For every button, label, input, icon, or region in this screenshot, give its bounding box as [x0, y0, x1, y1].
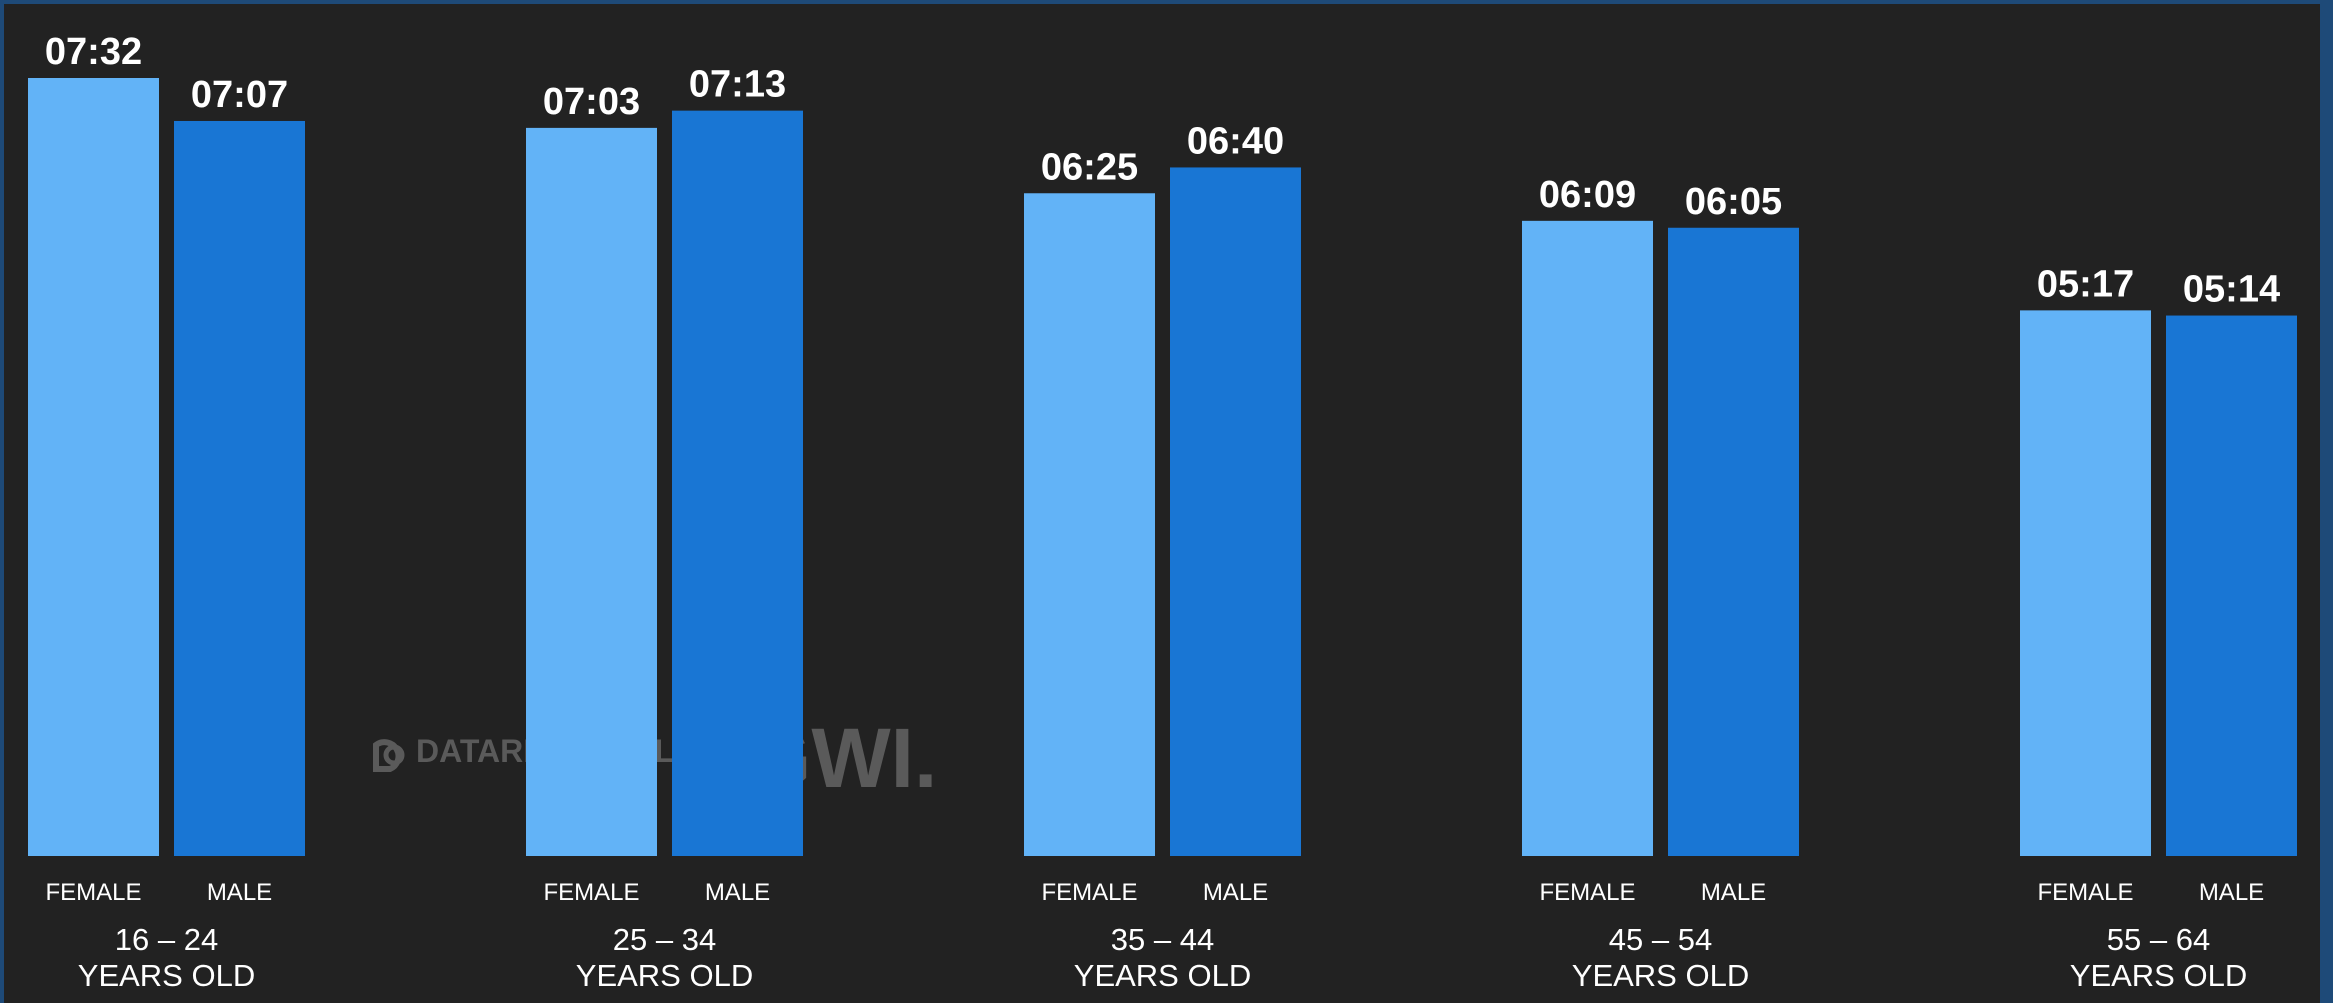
series-label-female-2: FEMALE	[543, 879, 639, 906]
category-suffix-2: YEARS OLD	[576, 958, 753, 993]
data-label-female-5: 05:17	[2037, 263, 2134, 305]
bar-male-1	[174, 120, 305, 856]
series-label-female-3: FEMALE	[1041, 879, 1137, 906]
bar-male-3	[1170, 167, 1301, 857]
series-label-male-5: MALE	[2199, 879, 2264, 906]
data-label-female-3: 06:25	[1041, 146, 1138, 188]
category-label-2: 25 – 34	[613, 922, 716, 957]
data-label-female-4: 06:09	[1539, 174, 1636, 216]
data-label-female-2: 07:03	[543, 81, 640, 123]
category-suffix-1: YEARS OLD	[78, 958, 255, 993]
series-label-male-4: MALE	[1701, 879, 1766, 906]
bar-female-5	[2020, 310, 2151, 856]
series-label-female-5: FEMALE	[2037, 879, 2133, 906]
data-label-male-1: 07:07	[191, 74, 288, 116]
datareportal-logo-icon	[373, 739, 405, 772]
category-suffix-3: YEARS OLD	[1074, 958, 1251, 993]
category-label-4: 45 – 54	[1609, 922, 1712, 957]
bar-male-2	[672, 110, 803, 857]
series-label-male-3: MALE	[1203, 879, 1268, 906]
bar-female-2	[526, 127, 657, 856]
series-label-male-2: MALE	[705, 879, 770, 906]
series-label-female-4: FEMALE	[1539, 879, 1635, 906]
series-label-male-1: MALE	[207, 879, 272, 906]
data-label-male-5: 05:14	[2183, 269, 2280, 311]
bar-female-4	[1522, 220, 1653, 857]
chart-panel: DATAREPORTAL GWI. 07:32FEMALE07:07MALE16…	[4, 4, 2320, 1003]
category-suffix-4: YEARS OLD	[1572, 958, 1749, 993]
data-label-male-4: 06:05	[1685, 181, 1782, 223]
data-label-female-1: 07:32	[45, 31, 142, 73]
bar-female-3	[1024, 193, 1155, 856]
data-label-male-2: 07:13	[689, 64, 786, 106]
bar-male-5	[2166, 315, 2297, 856]
series-label-female-1: FEMALE	[45, 879, 141, 906]
category-suffix-5: YEARS OLD	[2070, 958, 2247, 993]
bar-female-1	[28, 78, 159, 856]
bar-male-4	[1668, 227, 1799, 857]
category-label-1: 16 – 24	[115, 922, 218, 957]
category-label-5: 55 – 64	[2107, 922, 2210, 957]
data-label-male-3: 06:40	[1187, 120, 1284, 162]
category-label-3: 35 – 44	[1111, 922, 1214, 957]
